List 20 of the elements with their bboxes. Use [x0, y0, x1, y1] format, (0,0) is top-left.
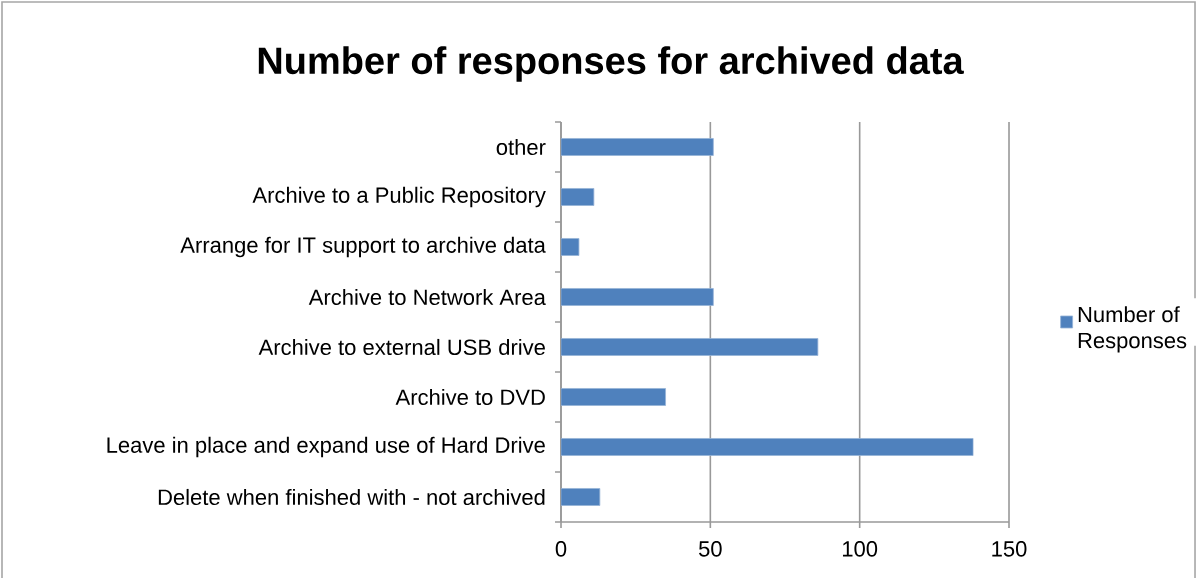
y-tick-label: Archive to DVD [395, 388, 545, 406]
y-tick-label: Delete when finished with - not archived [158, 488, 545, 506]
bar [561, 138, 714, 156]
chart-title: Number of responses for archived data [258, 46, 964, 82]
bar [561, 338, 819, 356]
bar [561, 438, 974, 456]
bar [561, 388, 666, 406]
bar [561, 488, 601, 506]
y-tick-label: other [496, 138, 546, 156]
bar [561, 288, 714, 306]
legend-label: Number of Responses [1078, 306, 1187, 353]
y-tick-label: Archive to external USB drive [258, 338, 545, 356]
x-tick-label: 150 [992, 541, 1027, 557]
y-tick-label: Leave in place and expand use of Hard Drive [107, 436, 545, 458]
y-tick-label: Arrange for IT support to archive data [180, 236, 546, 258]
y-tick-label: Archive to Network Area [308, 288, 546, 306]
x-tick-label: 100 [842, 541, 878, 557]
x-tick-label: 0 [555, 541, 567, 557]
x-tick-label: 50 [698, 541, 722, 557]
y-tick-label: Archive to a Public Repository [252, 186, 546, 208]
